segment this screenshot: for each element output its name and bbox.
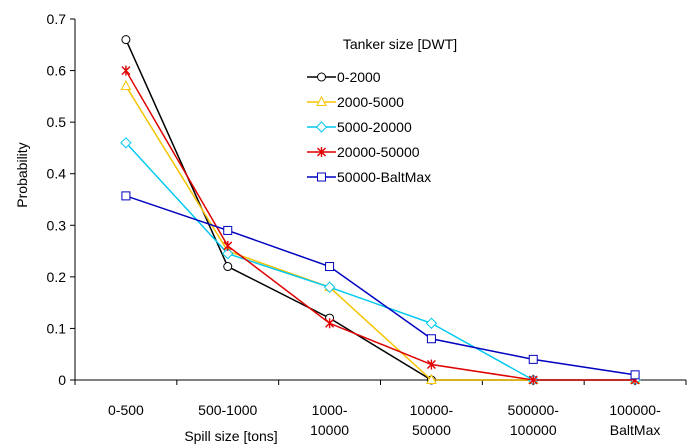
square-marker <box>121 191 131 201</box>
y-tick-label: 0.3 <box>47 217 67 233</box>
triangle-marker <box>120 79 132 91</box>
data-point <box>528 375 538 385</box>
y-tick-label: 0.6 <box>47 63 67 79</box>
x-tick-label: 10000-50000 <box>410 402 454 438</box>
square-marker <box>325 262 335 272</box>
data-point <box>222 247 234 260</box>
triangle-marker <box>316 95 327 106</box>
y-tick-label: 0.7 <box>47 11 67 27</box>
square-marker <box>317 172 326 182</box>
diamond-marker <box>323 281 336 293</box>
series-1 <box>121 35 640 385</box>
data-point <box>316 95 327 106</box>
series-line <box>125 70 636 381</box>
legend-label: 0-2000 <box>337 69 381 85</box>
data-point <box>325 318 335 329</box>
legend-label: 20000-50000 <box>337 144 420 160</box>
data-point <box>317 172 326 182</box>
data-point <box>223 240 233 251</box>
x-tick-label: 0-500 <box>108 402 144 418</box>
legend-label: 2000-5000 <box>337 94 404 110</box>
data-point <box>223 225 233 235</box>
data-point <box>223 262 233 272</box>
diamond-marker <box>425 317 438 329</box>
x-axis: 0-500 500-1000 1000-10000 10000-50000 500000… <box>74 379 687 438</box>
circle-marker <box>121 35 131 45</box>
diamond-marker <box>120 137 132 149</box>
x-axis-title: Spill size [tons] <box>184 428 277 444</box>
square-marker <box>528 354 538 364</box>
series-5 <box>121 191 640 380</box>
legend-item: 20000-50000 <box>307 144 420 160</box>
circle-marker <box>223 262 233 272</box>
data-point <box>317 72 326 82</box>
y-tick-label: 0.2 <box>47 269 67 285</box>
triangle-marker <box>426 373 437 384</box>
legend: Tanker size [DWT] 0-2000 2000-5000 5000-200… <box>307 36 457 185</box>
y-tick-label: 0.5 <box>47 114 67 130</box>
legend-item: 5000-20000 <box>307 119 412 135</box>
x-tick-label: 500-1000 <box>198 402 257 418</box>
series-line <box>125 195 636 376</box>
legend-title: Tanker size [DWT] <box>343 36 457 52</box>
data-point <box>630 370 640 380</box>
diamond-marker <box>222 247 234 260</box>
data-point <box>323 281 336 293</box>
data-point <box>120 137 132 149</box>
data-point <box>315 121 328 133</box>
circle-marker <box>317 72 326 82</box>
data-point <box>426 334 436 344</box>
data-point <box>121 191 131 201</box>
y-tick-label: 0 <box>58 372 66 388</box>
legend-label: 5000-20000 <box>337 119 412 135</box>
legend-label: 50000-BaltMax <box>337 169 431 185</box>
data-point <box>426 359 436 370</box>
legend-item: 0-2000 <box>307 69 381 85</box>
square-marker <box>630 370 640 380</box>
x-tick-label: 100000-BaltMax <box>609 402 661 438</box>
legend-item: 50000-BaltMax <box>307 169 431 185</box>
x-tick-label: 1000-10000 <box>310 402 349 438</box>
data-point <box>120 79 132 91</box>
square-marker <box>223 225 233 235</box>
x-tick-label: 500000-100000 <box>508 402 560 438</box>
data-point <box>317 147 326 157</box>
diamond-marker <box>315 121 328 133</box>
y-axis: 0 0.1 0.2 0.3 0.4 0.5 0.6 0.7 <box>47 11 76 388</box>
y-tick-label: 0.1 <box>47 320 67 336</box>
data-point <box>121 65 131 76</box>
series-4 <box>121 65 640 385</box>
y-tick-label: 0.4 <box>47 166 67 182</box>
data-point <box>425 317 438 329</box>
series-layer <box>120 35 641 386</box>
y-axis-title: Probability <box>14 142 30 207</box>
data-point <box>121 35 131 45</box>
legend-item: 2000-5000 <box>307 94 404 110</box>
data-point <box>426 373 437 384</box>
square-marker <box>426 334 436 344</box>
data-point <box>528 354 538 364</box>
data-point <box>325 262 335 272</box>
